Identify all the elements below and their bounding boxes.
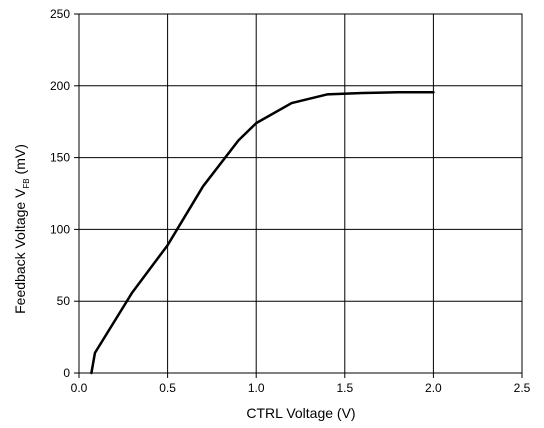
x-tick-label: 0.0 (71, 381, 88, 395)
y-tick-label: 250 (50, 7, 70, 21)
x-axis-label: CTRL Voltage (V) (246, 405, 355, 421)
x-tick-label: 2.5 (514, 381, 531, 395)
y-tick-label: 50 (57, 294, 71, 308)
x-tick-label: 1.5 (336, 381, 353, 395)
x-tick-label: 2.0 (425, 381, 442, 395)
plot-frame (78, 13, 523, 374)
x-tick-label: 1.0 (248, 381, 265, 395)
y-tick-label: 200 (50, 79, 70, 93)
grid (79, 14, 522, 373)
y-tick-label: 150 (50, 151, 70, 165)
y-tick-label: 100 (50, 222, 70, 236)
y-axis-label-unit: (mV) (12, 144, 28, 178)
series-line (90, 91, 435, 375)
y-axis-label-main: Feedback Voltage V (12, 188, 28, 314)
y-tick-label: 0 (63, 366, 70, 380)
y-axis-ticks: 0 50 100 150 200 250 (50, 7, 79, 380)
x-tick-label: 0.5 (159, 381, 176, 395)
x-axis-ticks: 0.0 0.5 1.0 1.5 2.0 2.5 (71, 373, 531, 395)
series-group (90, 91, 435, 375)
y-axis-label-subscript: FB (22, 178, 31, 188)
y-axis-label: Feedback Voltage VFB (mV) (12, 144, 31, 314)
